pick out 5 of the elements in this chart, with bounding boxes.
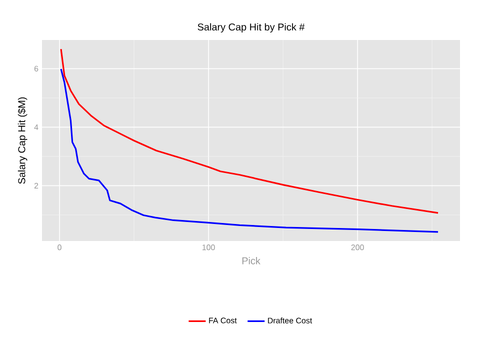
chart-title: Salary Cap Hit by Pick #: [198, 23, 305, 32]
line-series: [60, 48, 439, 214]
x-axis-title: Pick: [242, 257, 260, 264]
y-axis-title: Salary Cap Hit ($M): [18, 97, 28, 184]
line-series: [60, 68, 439, 233]
